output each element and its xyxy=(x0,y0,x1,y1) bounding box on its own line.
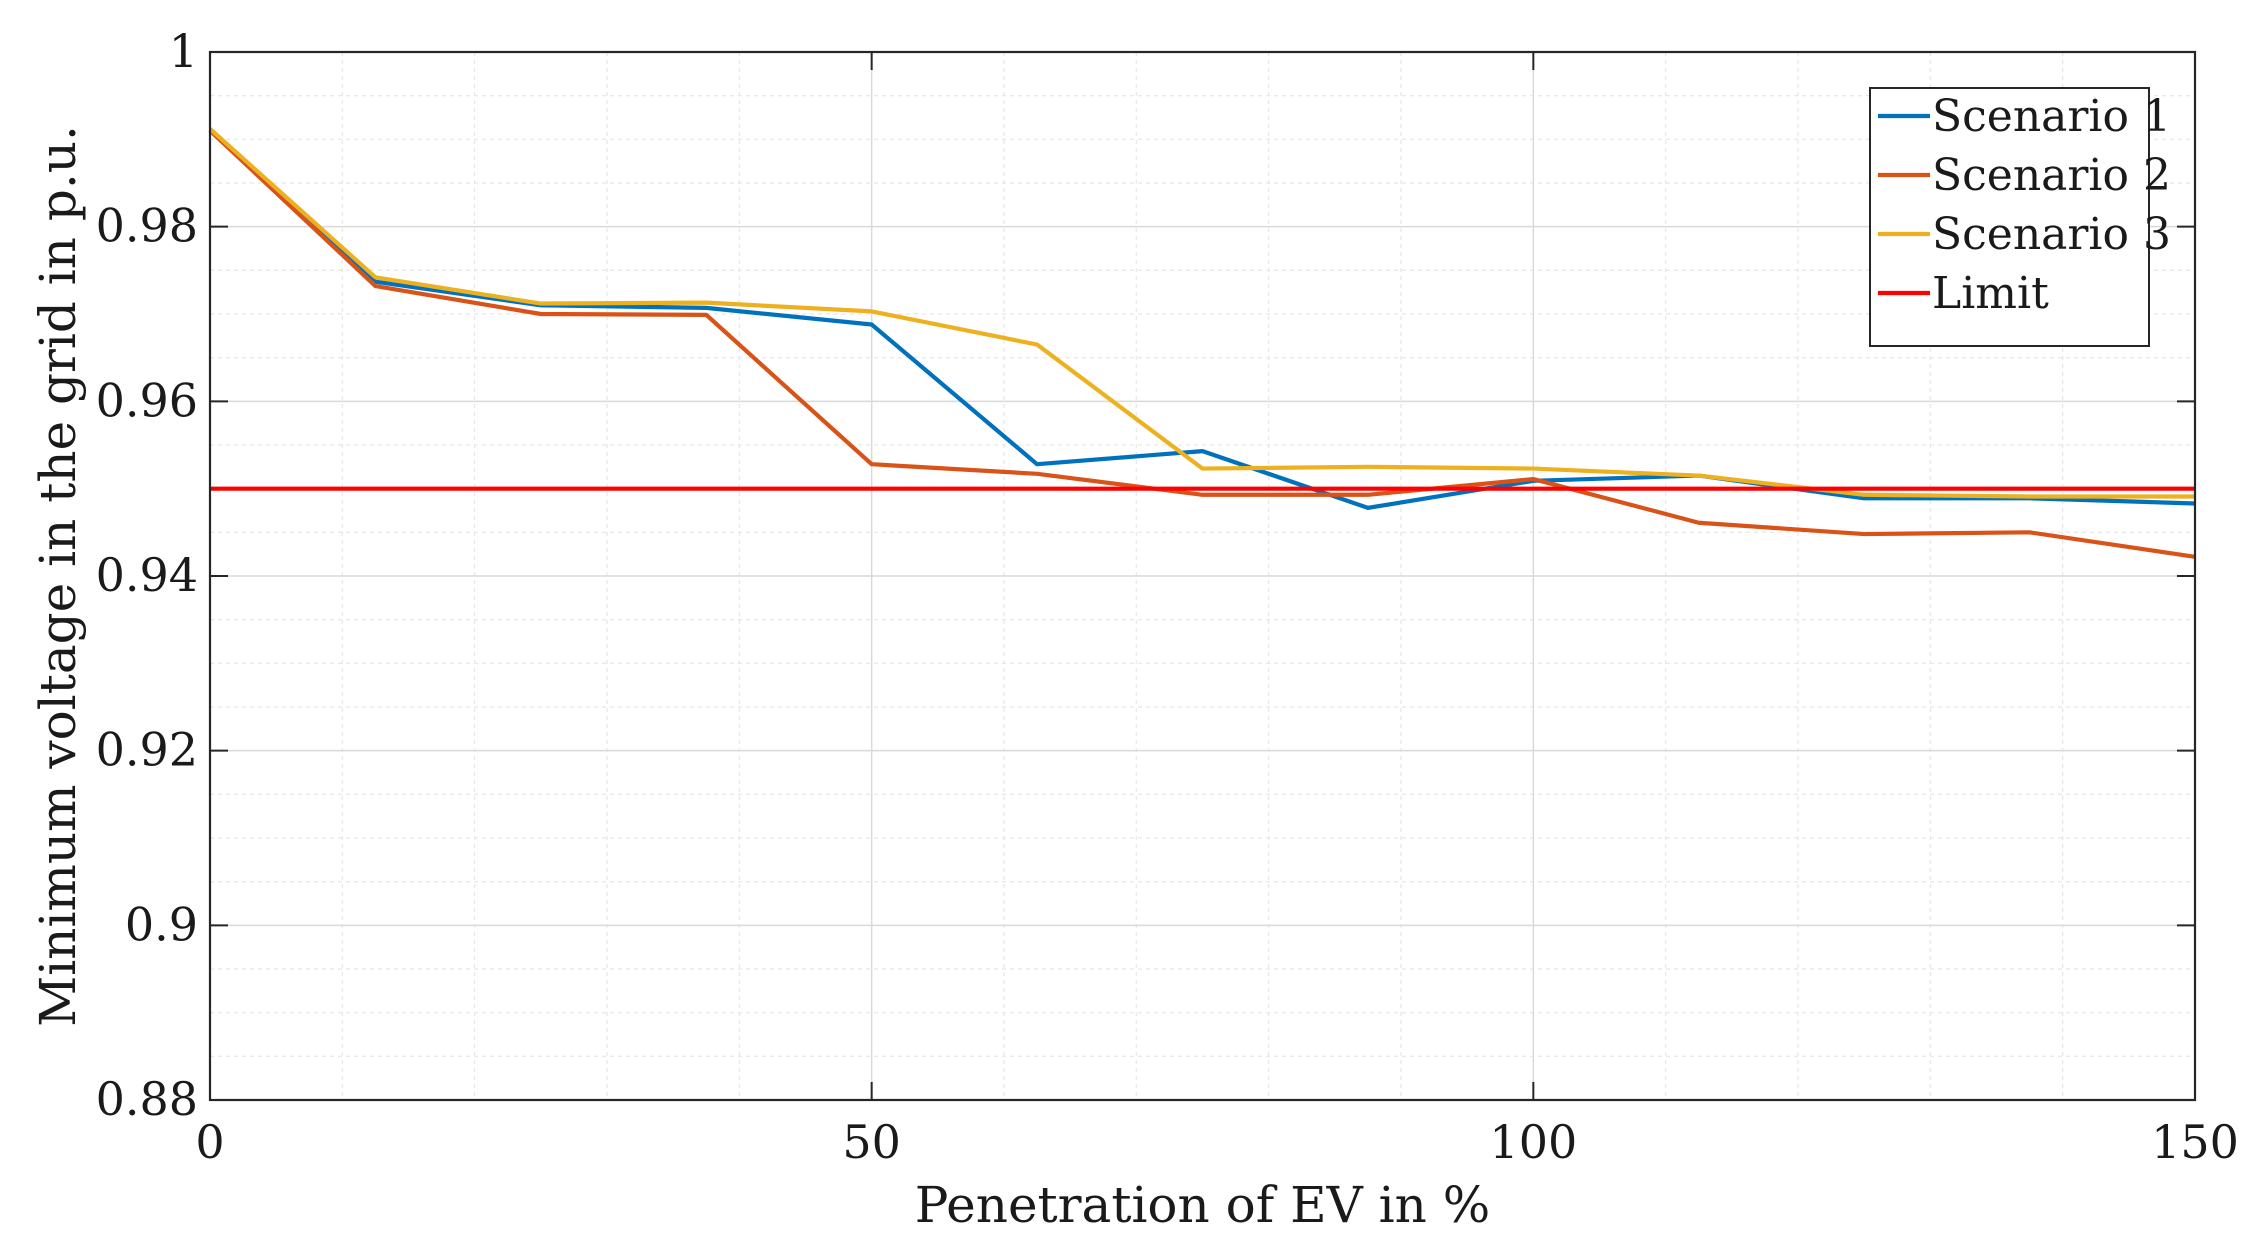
x-axis-label: Penetration of EV in % xyxy=(915,1176,1490,1234)
legend-label-scenario-1: Scenario 1 xyxy=(1932,91,2171,142)
axis-ticks xyxy=(209,51,2196,1101)
legend-label-limit: Limit xyxy=(1932,268,2049,319)
legend-label-scenario-2: Scenario 2 xyxy=(1932,150,2171,201)
x-tick-label: 100 xyxy=(1489,1115,1577,1169)
y-tick-label: 1 xyxy=(169,24,198,78)
major-grid xyxy=(210,52,2195,1100)
series-line-scenario-3 xyxy=(208,127,2195,499)
legend-label-scenario-3: Scenario 3 xyxy=(1932,209,2171,260)
y-tick-label: 0.96 xyxy=(96,373,198,427)
y-axis-tick-labels: 0.88 0.9 0.92 0.94 0.96 0.98 1 xyxy=(96,24,198,1126)
y-tick-label: 0.94 xyxy=(96,548,198,602)
legend-entry-scenario-1: Scenario 1 xyxy=(1878,91,2171,142)
x-axis-tick-labels: 0 50 100 150 xyxy=(195,1115,2239,1169)
x-tick-label: 150 xyxy=(2151,1115,2239,1169)
y-tick-label: 0.9 xyxy=(125,897,198,951)
series-line-scenario-2 xyxy=(208,129,2196,559)
legend-entry-limit: Limit xyxy=(1878,268,2049,319)
x-tick-label: 0 xyxy=(195,1115,224,1169)
y-axis-label: Minimum voltage in the grid in p.u. xyxy=(29,125,87,1027)
legend: Scenario 1 Scenario 2 Scenario 3 Limit xyxy=(1869,87,2171,347)
y-tick-label: 0.92 xyxy=(96,723,198,777)
legend-box xyxy=(1869,87,2150,347)
legend-entry-scenario-3: Scenario 3 xyxy=(1878,209,2171,260)
x-tick-label: 50 xyxy=(842,1115,901,1169)
series-layer xyxy=(208,127,2196,559)
legend-entry-scenario-2: Scenario 2 xyxy=(1878,150,2171,201)
y-tick-label: 0.88 xyxy=(96,1072,198,1126)
y-tick-label: 0.98 xyxy=(96,199,198,253)
